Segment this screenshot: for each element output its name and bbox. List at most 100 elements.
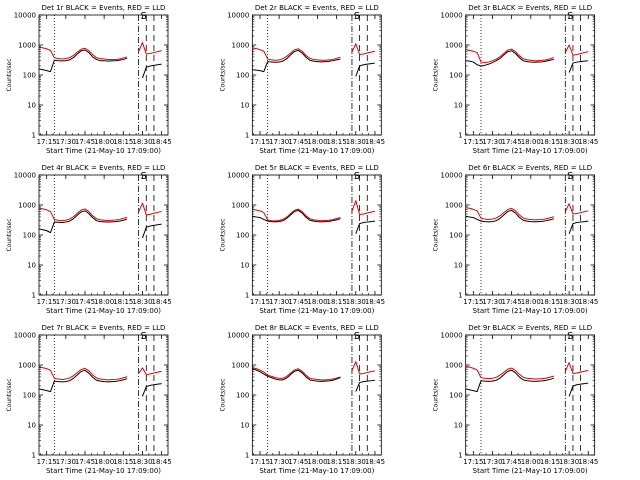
x-tick-label: 18:15: [540, 298, 560, 306]
lld-series-line: [465, 365, 554, 380]
x-tick-label: 18:15: [113, 458, 133, 466]
x-tick-label: 17:15: [37, 138, 57, 146]
x-tick-label: 17:30: [482, 298, 502, 306]
x-tick-label: 17:45: [288, 138, 308, 146]
panel-title: Det 1r BLACK = Events, RED = LLD: [42, 4, 166, 12]
events-series-line: [355, 62, 376, 77]
y-tick-label: 1000: [232, 362, 250, 370]
plot-frame: [38, 14, 169, 136]
x-tick-label: 17:15: [250, 298, 270, 306]
x-tick-label: 18:45: [152, 298, 172, 306]
y-tick-label: 1: [458, 292, 462, 300]
panel-9: Det 9r BLACK = Events, RED = LLD 1 10 100 10…: [433, 324, 599, 475]
x-tick-label: 18:45: [152, 458, 172, 466]
x-tick-label: 18:15: [327, 298, 347, 306]
events-series-line: [38, 369, 128, 393]
y-tick-label: 1: [32, 452, 36, 460]
y-tick-label: 10: [454, 262, 463, 270]
events-series-line: [465, 50, 554, 67]
x-tick-label: 18:45: [152, 138, 172, 146]
x-tick-label: 18:45: [365, 298, 385, 306]
x-axis-label: Start Time (21-May-10 17:09:00): [473, 467, 588, 475]
x-tick-label: 17:15: [250, 138, 270, 146]
plot-frame: [465, 334, 596, 456]
y-tick-label: 1000: [445, 202, 463, 210]
x-tick-label: 17:45: [502, 298, 522, 306]
x-tick-label: 18:15: [113, 298, 133, 306]
saa-marker-label: S: [567, 11, 573, 22]
events-series-line: [355, 379, 375, 392]
plot-frame: [251, 14, 382, 136]
lld-series-line: [138, 202, 162, 216]
y-tick-label: 1: [458, 452, 462, 460]
y-tick-label: 1000: [18, 42, 36, 50]
y-tick-label: 100: [23, 72, 36, 80]
lld-series-line: [351, 361, 376, 375]
x-tick-label: 18:00: [521, 458, 541, 466]
panel-2: Det 2r BLACK = Events, RED = LLD 1 10 100 10…: [219, 4, 385, 155]
x-tick-label: 18:15: [540, 458, 560, 466]
x-tick-label: 18:30: [346, 138, 366, 146]
y-axis-label: Counts/sec: [219, 218, 226, 251]
y-tick-label: 100: [449, 72, 462, 80]
y-tick-label: 10000: [440, 12, 462, 20]
lld-series-line: [38, 46, 128, 60]
x-tick-label: 18:45: [578, 298, 598, 306]
panel-3: Det 3r BLACK = Events, RED = LLD 1 10 100 10…: [433, 4, 599, 155]
saa-marker-label: S: [354, 171, 360, 182]
lld-series-line: [138, 367, 162, 376]
x-axis-label: Start Time (21-May-10 17:09:00): [259, 307, 374, 315]
x-tick-label: 18:00: [307, 138, 327, 146]
lld-series-line: [38, 207, 128, 222]
events-series-line: [141, 223, 162, 239]
lld-series-line: [252, 367, 341, 381]
x-tick-label: 17:45: [75, 298, 95, 306]
y-axis-label: Counts/sec: [6, 58, 13, 91]
y-tick-label: 100: [23, 232, 36, 240]
x-tick-label: 18:00: [94, 298, 114, 306]
events-series-line: [252, 209, 341, 223]
lld-series-line: [351, 200, 376, 216]
saa-marker-label: S: [140, 331, 146, 342]
x-tick-label: 17:45: [288, 298, 308, 306]
saa-marker-label: S: [354, 11, 360, 22]
y-tick-label: 10000: [227, 12, 249, 20]
x-tick-label: 18:30: [559, 458, 579, 466]
x-tick-label: 17:15: [463, 298, 483, 306]
x-tick-label: 18:30: [559, 138, 579, 146]
plot-frame: [251, 334, 382, 456]
x-axis-label: Start Time (21-May-10 17:09:00): [259, 467, 374, 475]
x-tick-label: 17:15: [37, 298, 57, 306]
x-axis-label: Start Time (21-May-10 17:09:00): [46, 307, 161, 315]
lld-series-line: [252, 47, 341, 61]
y-tick-label: 1000: [18, 362, 36, 370]
y-tick-label: 10: [240, 262, 249, 270]
y-tick-label: 1: [245, 452, 249, 460]
y-tick-label: 100: [236, 72, 249, 80]
events-series-line: [38, 210, 128, 234]
events-series-line: [465, 369, 554, 393]
x-tick-label: 18:30: [132, 458, 152, 466]
y-axis-label: Counts/sec: [6, 218, 13, 251]
events-series-line: [141, 383, 162, 397]
events-series-line: [568, 60, 589, 73]
panel-title: Det 2r BLACK = Events, RED = LLD: [255, 4, 379, 12]
x-tick-label: 18:00: [521, 298, 541, 306]
y-tick-label: 1000: [445, 42, 463, 50]
x-tick-label: 17:30: [56, 138, 76, 146]
x-tick-label: 18:00: [94, 458, 114, 466]
y-tick-label: 1000: [232, 202, 250, 210]
panel-title: Det 9r BLACK = Events, RED = LLD: [468, 324, 592, 332]
events-series-line: [252, 49, 341, 73]
x-tick-label: 17:15: [250, 458, 270, 466]
x-tick-label: 17:45: [288, 458, 308, 466]
y-tick-label: 100: [236, 392, 249, 400]
y-tick-label: 10000: [440, 332, 462, 340]
panel-title: Det 6r BLACK = Events, RED = LLD: [468, 164, 592, 172]
x-tick-label: 18:15: [327, 458, 347, 466]
y-tick-label: 10000: [14, 172, 36, 180]
y-tick-label: 1000: [232, 42, 250, 50]
x-tick-label: 18:00: [94, 138, 114, 146]
lld-series-line: [564, 203, 589, 215]
events-series-line: [568, 220, 589, 234]
